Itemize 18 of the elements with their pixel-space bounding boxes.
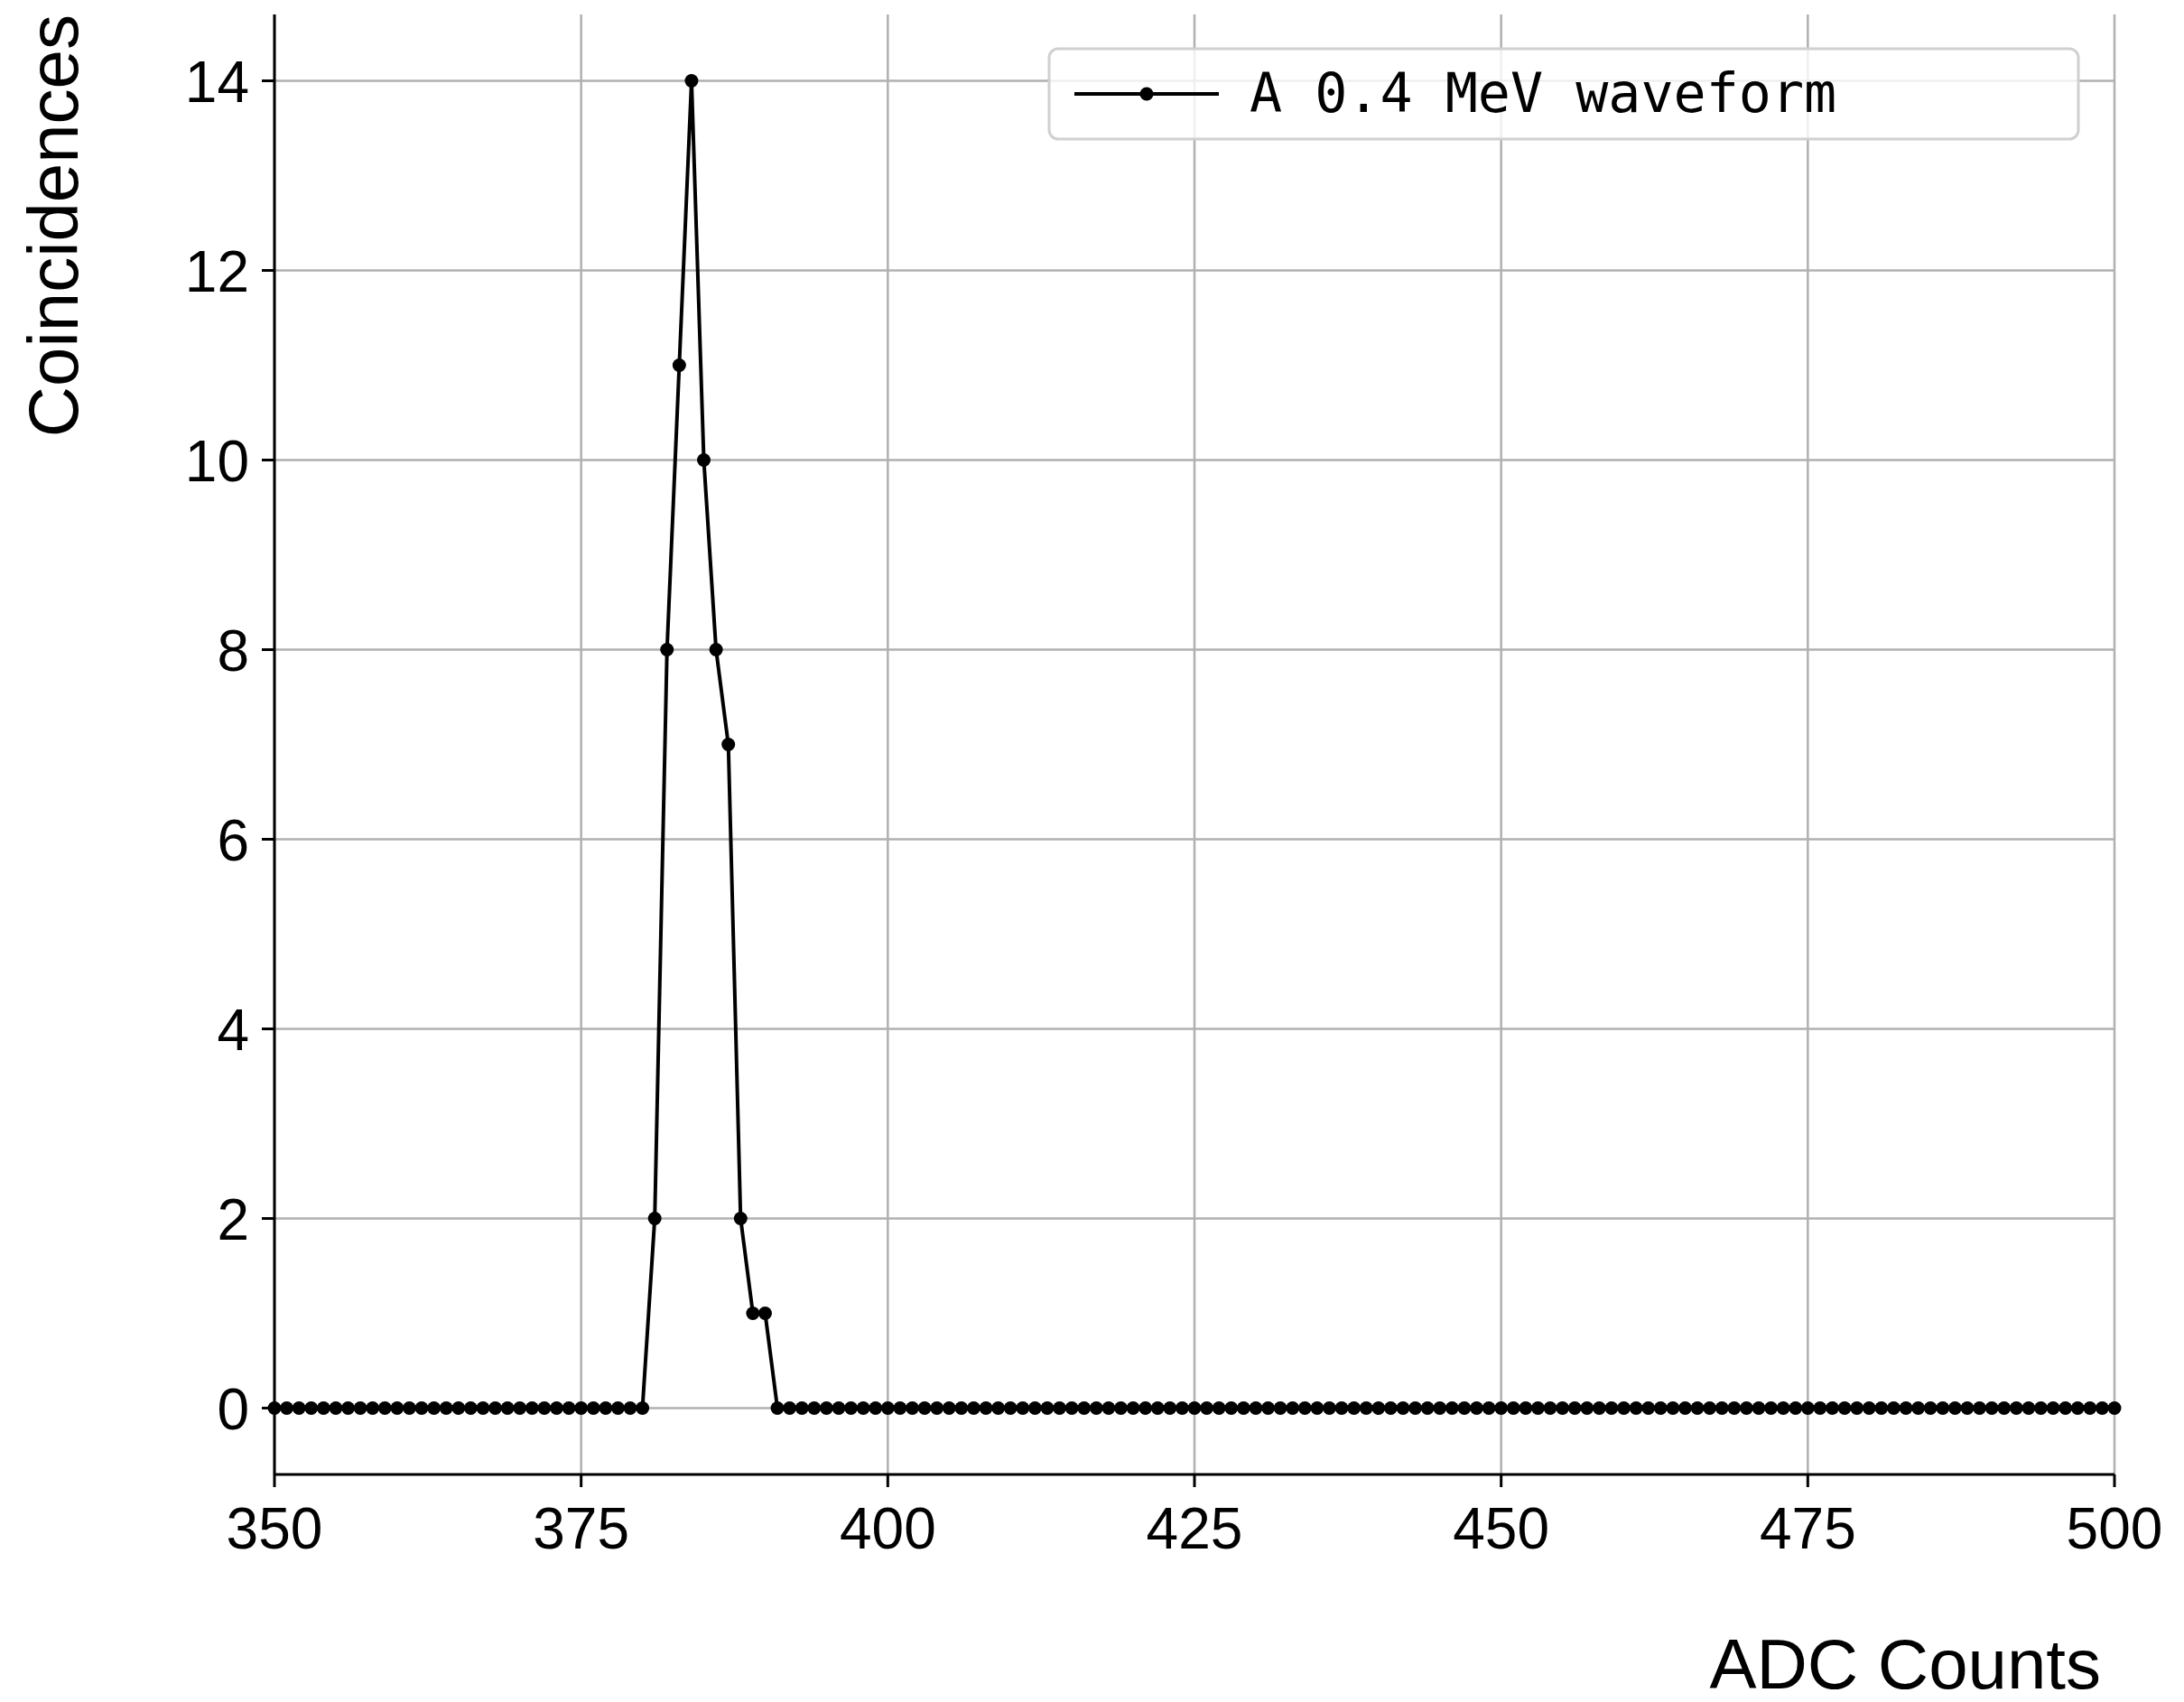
y-tick-label: 12 bbox=[184, 238, 249, 304]
y-tick-label: 10 bbox=[184, 428, 249, 494]
x-tick-label: 450 bbox=[1453, 1496, 1550, 1561]
x-tick-label: 350 bbox=[226, 1496, 323, 1561]
y-tick-label: 4 bbox=[217, 997, 249, 1063]
x-tick-label: 375 bbox=[533, 1496, 630, 1561]
x-tick-label: 425 bbox=[1146, 1496, 1243, 1561]
y-tick-label: 14 bbox=[184, 49, 249, 115]
x-tick-label: 500 bbox=[2066, 1496, 2163, 1561]
y-axis-title: Coincidences bbox=[14, 14, 93, 438]
x-tick-label: 400 bbox=[839, 1496, 936, 1561]
y-tick-label: 6 bbox=[217, 807, 249, 873]
x-tick-label: 475 bbox=[1759, 1496, 1856, 1561]
y-tick-label: 8 bbox=[217, 618, 249, 684]
y-tick-label: 0 bbox=[217, 1376, 249, 1442]
x-axis-title: ADC Counts bbox=[1709, 1624, 2101, 1702]
y-tick-label: 2 bbox=[217, 1186, 249, 1252]
legend-label: A 0.4 MeV waveform bbox=[1250, 61, 1837, 125]
